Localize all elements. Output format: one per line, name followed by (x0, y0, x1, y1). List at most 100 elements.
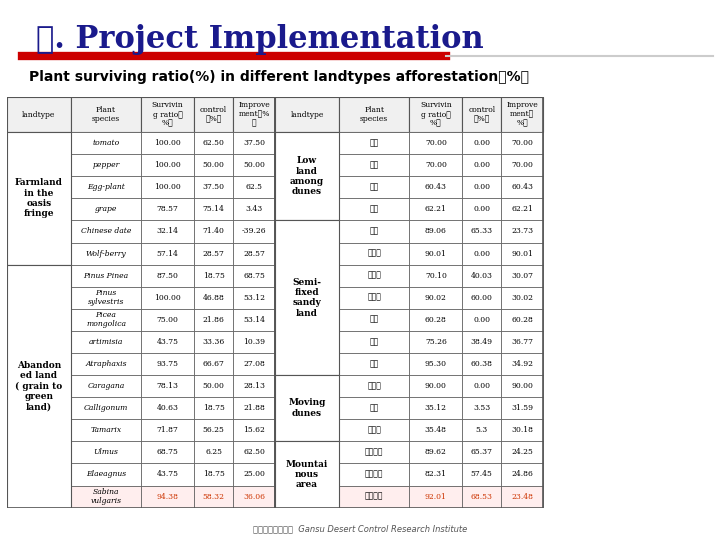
Text: 65.33: 65.33 (471, 227, 492, 235)
Text: Survivin
g ratio（
%）: Survivin g ratio（ %） (420, 102, 451, 128)
Bar (462, 375, 501, 397)
Text: 28.57: 28.57 (202, 249, 225, 258)
Text: 62.21: 62.21 (425, 205, 447, 213)
Bar (410, 331, 462, 353)
Bar (339, 198, 410, 220)
Text: Low
land
among
dunes: Low land among dunes (290, 156, 324, 197)
Bar (410, 287, 462, 309)
Bar (462, 309, 501, 331)
Text: 40.63: 40.63 (157, 404, 179, 412)
Bar (7, 287, 71, 309)
Bar (462, 463, 501, 485)
Bar (233, 132, 275, 154)
Text: 23.48: 23.48 (511, 492, 534, 501)
Bar (7, 265, 71, 508)
Text: 90.00: 90.00 (425, 382, 447, 390)
Bar (7, 265, 71, 287)
Text: 70.10: 70.10 (425, 272, 447, 280)
Bar (141, 176, 194, 198)
Text: Plant
species: Plant species (360, 106, 388, 123)
Text: 0.00: 0.00 (473, 249, 490, 258)
Bar (7, 419, 71, 441)
Bar (71, 419, 141, 441)
Bar (462, 287, 501, 309)
Text: Calligonum: Calligonum (84, 404, 128, 412)
Bar (462, 265, 501, 287)
Bar (7, 132, 71, 265)
Bar (410, 419, 462, 441)
Bar (194, 397, 233, 419)
Bar (7, 331, 71, 353)
Text: 57.14: 57.14 (157, 249, 179, 258)
Bar (339, 485, 410, 508)
Text: 62.50: 62.50 (202, 139, 225, 147)
Bar (501, 242, 544, 265)
Bar (194, 419, 233, 441)
Text: 60.43: 60.43 (425, 183, 447, 191)
Bar (501, 176, 544, 198)
Text: 31.59: 31.59 (511, 404, 534, 412)
Bar (410, 97, 462, 132)
Text: 57.45: 57.45 (471, 470, 492, 478)
Bar (275, 242, 339, 265)
Bar (233, 397, 275, 419)
Bar (194, 287, 233, 309)
Bar (7, 198, 71, 220)
Bar (7, 485, 71, 508)
Text: control
（%）: control （%） (468, 106, 495, 123)
Text: 50.00: 50.00 (243, 161, 265, 169)
Bar (462, 97, 501, 132)
Text: 35.48: 35.48 (425, 426, 447, 434)
Text: Elaeagnus: Elaeagnus (86, 470, 126, 478)
Bar (275, 265, 339, 287)
Text: Improve
ment（
%）: Improve ment（ %） (506, 102, 538, 128)
Bar (71, 375, 141, 397)
Bar (501, 441, 544, 463)
Text: 93.75: 93.75 (157, 360, 179, 368)
Bar (71, 220, 141, 242)
Text: 89.06: 89.06 (425, 227, 447, 235)
Text: 40.03: 40.03 (471, 272, 492, 280)
Text: 68.75: 68.75 (157, 448, 179, 456)
Bar (410, 198, 462, 220)
Bar (410, 176, 462, 198)
Bar (339, 97, 410, 132)
Text: Atraphaxis: Atraphaxis (85, 360, 127, 368)
Bar (275, 176, 339, 198)
Bar (141, 198, 194, 220)
Text: 71.87: 71.87 (157, 426, 179, 434)
Bar (275, 441, 339, 508)
Bar (501, 375, 544, 397)
Text: 5.3: 5.3 (476, 426, 488, 434)
Text: -39.26: -39.26 (242, 227, 266, 235)
Bar (233, 463, 275, 485)
Text: 100.00: 100.00 (154, 161, 181, 169)
Bar (501, 331, 544, 353)
Text: 祁连圆柏: 祁连圆柏 (365, 492, 383, 501)
Text: 15.62: 15.62 (243, 426, 265, 434)
Bar (275, 132, 339, 154)
Text: landtype: landtype (22, 111, 55, 119)
Bar (233, 97, 275, 132)
Bar (462, 132, 501, 154)
Text: 60.43: 60.43 (511, 183, 534, 191)
Text: 37.50: 37.50 (243, 139, 265, 147)
Text: 花棒: 花棒 (369, 338, 379, 346)
Text: 沙拐枣: 沙拐枣 (367, 426, 381, 434)
Text: 100.00: 100.00 (154, 183, 181, 191)
Text: Caragana: Caragana (87, 382, 125, 390)
Bar (339, 375, 410, 397)
Text: 65.37: 65.37 (471, 448, 492, 456)
Text: 75.14: 75.14 (202, 205, 225, 213)
Bar (141, 132, 194, 154)
Bar (410, 463, 462, 485)
Text: 60.28: 60.28 (511, 316, 534, 324)
Bar (339, 309, 410, 331)
Bar (7, 353, 71, 375)
Text: 0.00: 0.00 (473, 161, 490, 169)
Bar (194, 176, 233, 198)
Bar (462, 485, 501, 508)
Bar (7, 154, 71, 176)
Text: Mountai
nous
area: Mountai nous area (286, 460, 328, 489)
Text: 青海云杉: 青海云杉 (365, 448, 383, 456)
